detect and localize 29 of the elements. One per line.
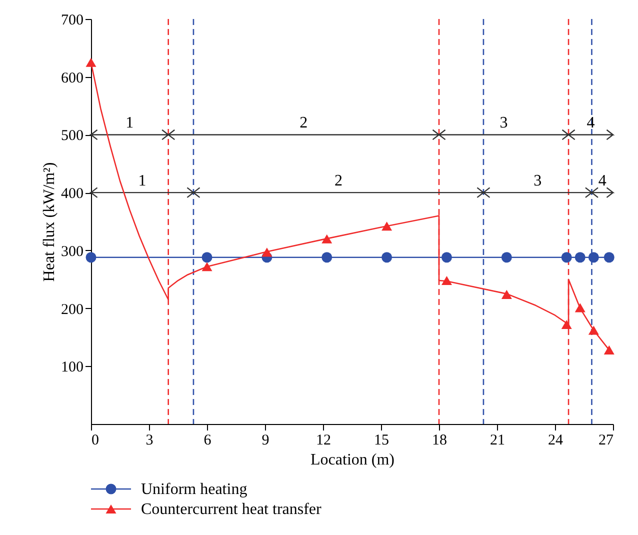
y-tick-label: 400 bbox=[61, 186, 84, 202]
x-tick-label: 9 bbox=[262, 432, 270, 448]
x-tick-label: 3 bbox=[146, 432, 154, 448]
y-tick-label: 500 bbox=[61, 128, 84, 144]
x-tick-label: 6 bbox=[204, 432, 212, 448]
y-tick-label: 700 bbox=[61, 12, 84, 28]
y-tick-label: 100 bbox=[61, 360, 84, 376]
annotation: 1 bbox=[126, 114, 134, 132]
annotation: 3 bbox=[534, 172, 542, 190]
annotation: 2 bbox=[300, 114, 308, 132]
annotation: 3 bbox=[500, 114, 508, 132]
annotation: 2 bbox=[334, 172, 342, 190]
x-tick-label: 0 bbox=[92, 432, 99, 448]
x-tick-label: 12 bbox=[316, 432, 331, 448]
x-axis-title: Location (m) bbox=[310, 452, 394, 468]
x-tick-label: 21 bbox=[490, 432, 505, 448]
annotation: 1 bbox=[138, 172, 146, 190]
y-tick-label: 300 bbox=[61, 244, 84, 260]
annotation: 4 bbox=[586, 114, 595, 132]
x-tick-label: 15 bbox=[374, 432, 389, 448]
x-tick-label: 18 bbox=[432, 432, 447, 448]
legend-label: Countercurrent heat transfer bbox=[141, 501, 322, 518]
x-tick-label: 27 bbox=[598, 432, 614, 448]
legend-label: Uniform heating bbox=[141, 481, 248, 498]
x-tick-label: 24 bbox=[548, 432, 564, 448]
annotation: 4 bbox=[598, 172, 606, 190]
y-tick-label: 200 bbox=[61, 302, 84, 318]
y-tick-label: 600 bbox=[61, 70, 84, 86]
y-axis-title: Heat flux (kW/m²) bbox=[41, 162, 58, 282]
